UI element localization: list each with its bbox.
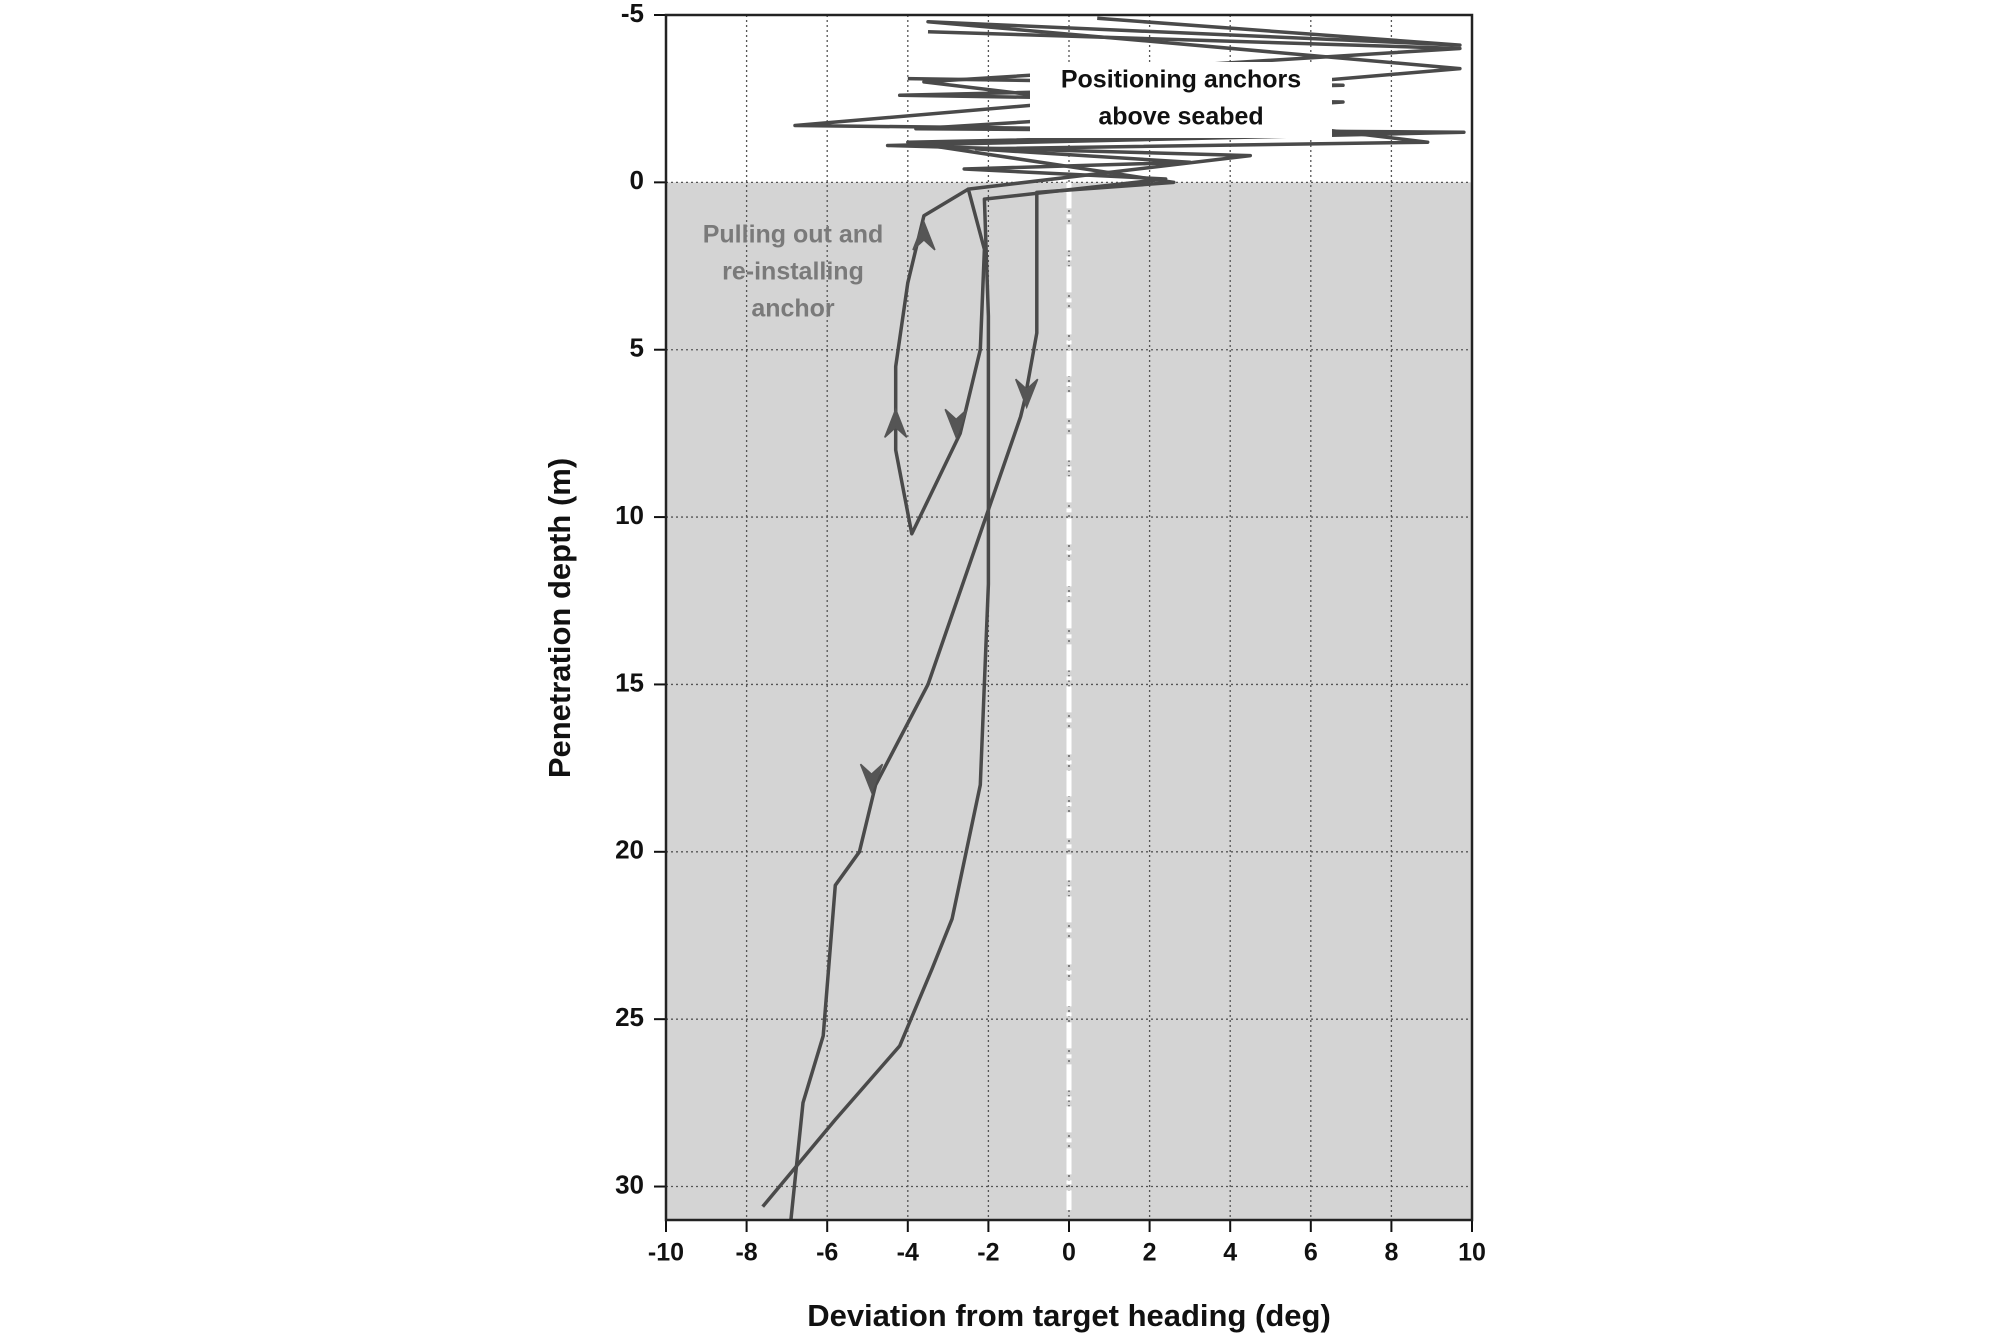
annotation-text: above seabed — [1098, 103, 1263, 131]
x-tick-label: 8 — [1384, 1239, 1398, 1267]
x-tick-label: -2 — [977, 1239, 999, 1267]
x-tick-label: -6 — [816, 1239, 838, 1267]
y-axis-label: Penetration depth (m) — [542, 458, 577, 778]
direction-arrow — [912, 219, 936, 251]
y-tick-label: 25 — [615, 1002, 644, 1032]
x-tick-label: -8 — [735, 1239, 757, 1267]
direction-arrow — [944, 408, 968, 440]
annotation-text: Positioning anchors — [1061, 66, 1301, 94]
annotation-box — [1030, 62, 1332, 138]
annotation-text: anchor — [751, 295, 835, 323]
y-tick-label: 20 — [615, 835, 644, 865]
annotation-text: re-installing — [722, 258, 864, 286]
direction-arrow — [884, 407, 908, 438]
x-axis-label: Deviation from target heading (deg) — [807, 1298, 1331, 1333]
x-tick-label: 0 — [1062, 1239, 1076, 1267]
x-tick-label: 4 — [1223, 1239, 1237, 1267]
series-line — [789, 16, 1462, 1221]
direction-arrow — [1014, 378, 1039, 410]
y-tick-label: 5 — [630, 333, 644, 363]
y-tick-label: 30 — [615, 1169, 644, 1199]
x-tick-label: 6 — [1304, 1239, 1318, 1267]
y-tick-label: 0 — [630, 165, 644, 195]
y-tick-label: 15 — [615, 667, 644, 697]
series-line — [761, 29, 1462, 1208]
annotation-text: Pulling out and — [703, 221, 884, 249]
direction-arrow — [859, 763, 884, 795]
plot-frame — [664, 13, 1474, 1222]
x-tick-label: 2 — [1143, 1239, 1157, 1267]
x-tick-label: 10 — [1458, 1239, 1486, 1267]
y-tick-label: -5 — [621, 0, 644, 28]
x-tick-label: -10 — [648, 1239, 684, 1267]
y-tick-label: 10 — [615, 500, 644, 530]
x-tick-label: -4 — [897, 1239, 919, 1267]
